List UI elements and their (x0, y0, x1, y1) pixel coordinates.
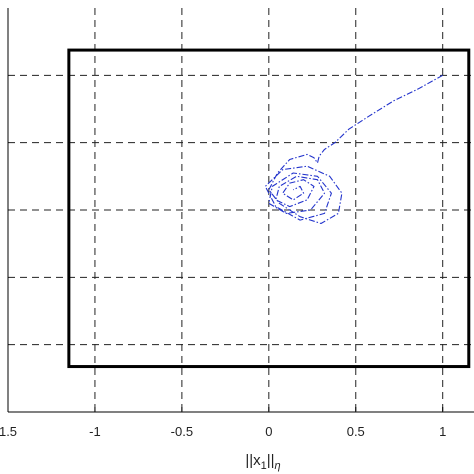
x-axis-label-tail: || (267, 452, 275, 469)
x-axis-label-main: ||x (245, 452, 261, 469)
x-axis-label: ||x1||η (245, 452, 280, 472)
x-axis-label-sub: 1 (261, 460, 267, 472)
series-line-0 (264, 74, 443, 225)
boundary-rectangle (67, 48, 471, 369)
x-tick-label-1: -1 (89, 424, 101, 439)
x-tick-label-5: 1 (439, 424, 446, 439)
x-tick-label-4: 0.5 (347, 424, 365, 439)
x-tick-label-0: 1.5 (0, 424, 17, 439)
x-axis-label-sub2: η (275, 460, 281, 472)
plot-area: 1.5 -1 -0.5 0 0.5 1 (0, 8, 474, 439)
x-tick-label-3: 0 (265, 424, 272, 439)
x-tick-label-2: -0.5 (171, 424, 193, 439)
